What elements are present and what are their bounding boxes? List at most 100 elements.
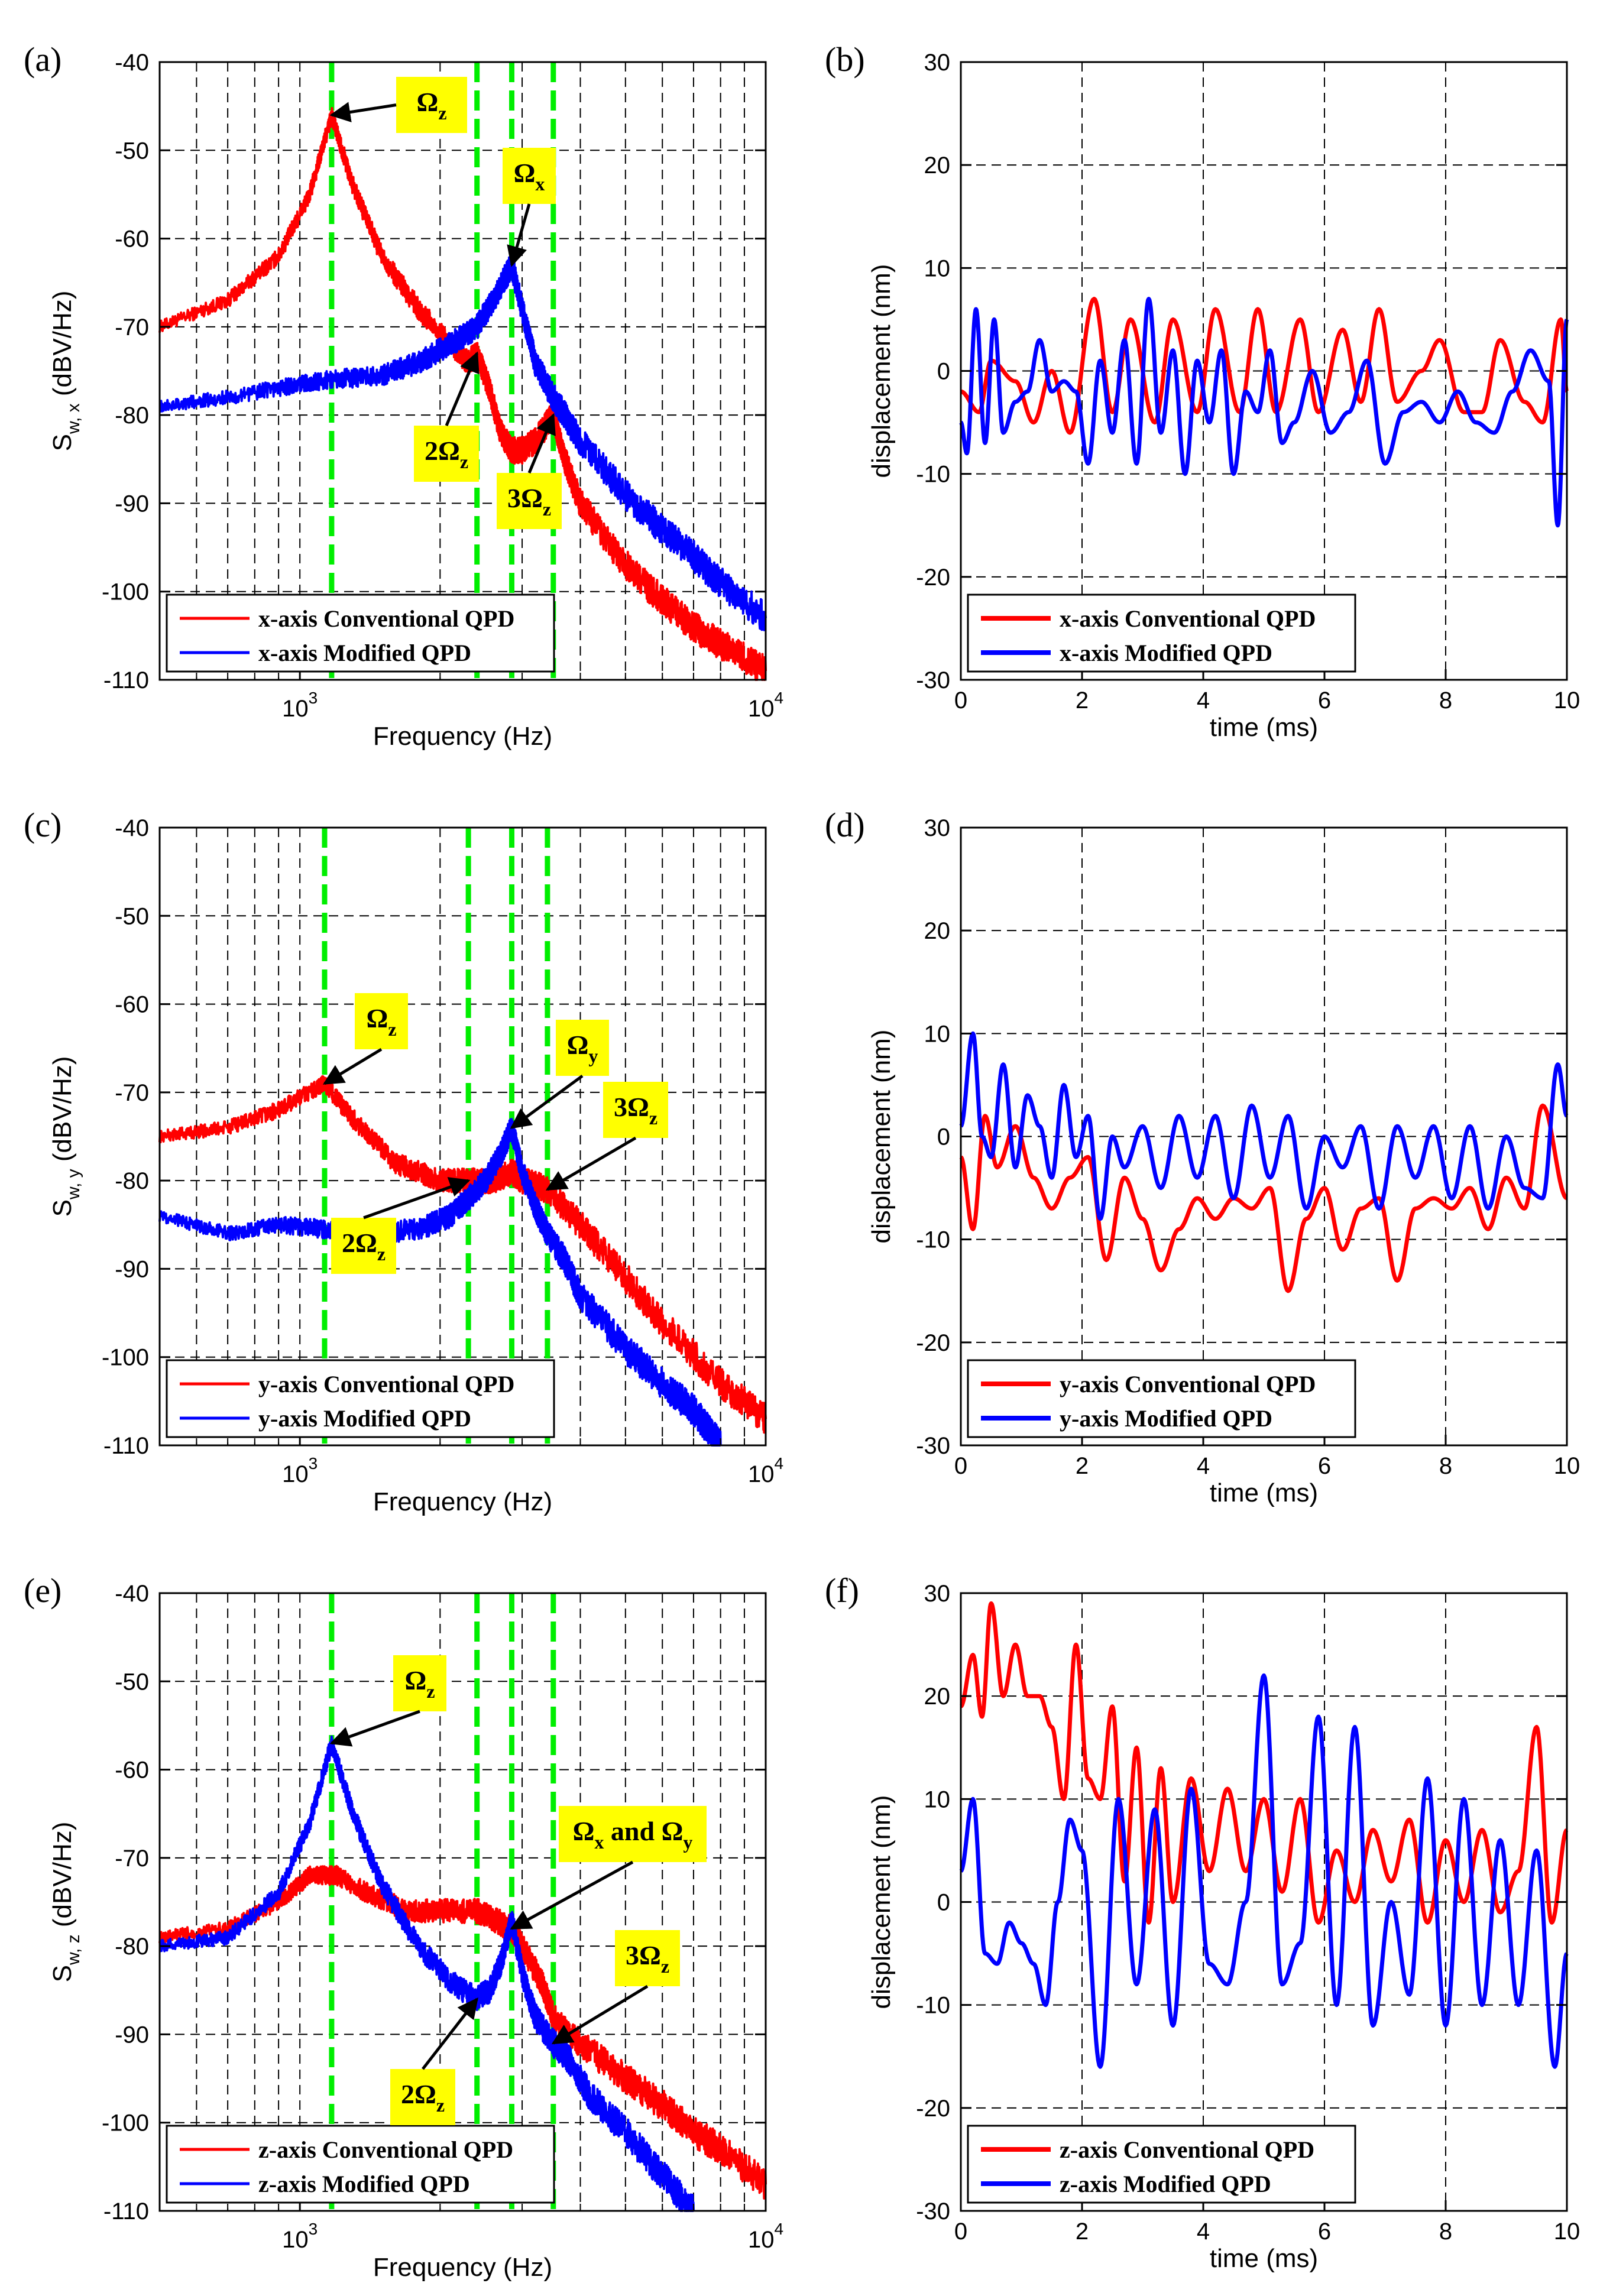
legend-box xyxy=(166,2125,555,2204)
annotation: Ωz xyxy=(322,993,408,1085)
annotation: 3Ωz xyxy=(497,413,562,529)
y-tick-label: -20 xyxy=(916,565,950,591)
y-tick-label: -30 xyxy=(916,667,950,693)
x-axis-label: Frequency (Hz) xyxy=(373,722,552,751)
annotation: Ωz xyxy=(329,77,467,133)
y-tick-label: -110 xyxy=(103,1433,149,1459)
plot-frame xyxy=(158,61,767,681)
grid xyxy=(961,828,1567,1445)
series-line-modified xyxy=(959,1673,1569,2069)
x-tick-label: 104 xyxy=(748,1454,783,1487)
x-tick-label: 0 xyxy=(954,1453,967,1479)
annotation-box xyxy=(414,426,479,482)
annotation-box xyxy=(355,993,408,1049)
legend-entry: y-axis Modified QPD xyxy=(1060,1405,1272,1432)
annotation-box xyxy=(603,1082,668,1138)
x-tick-label: 4 xyxy=(1197,1453,1210,1479)
legend-entry: y-axis Conventional QPD xyxy=(1060,1371,1316,1397)
legend-entry: x-axis Modified QPD xyxy=(258,640,471,666)
annotation-label: Ωy xyxy=(567,1030,598,1066)
annotation-arrow xyxy=(507,203,531,267)
grid xyxy=(160,62,766,680)
legend: z-axis Conventional QPD z-axis Modified Q… xyxy=(967,2125,1356,2204)
grid xyxy=(160,1593,766,2211)
annotation-label: 3Ωz xyxy=(614,1092,658,1128)
annotation-box xyxy=(331,1218,396,1274)
x-tick-label: 103 xyxy=(282,689,318,722)
plot-frame xyxy=(158,826,767,1447)
x-tick-label: 8 xyxy=(1439,687,1452,714)
annotation-arrow xyxy=(422,1997,478,2070)
legend-entry: x-axis Conventional QPD xyxy=(258,605,514,632)
y-tick-label: -90 xyxy=(115,491,149,517)
y-tick-label: -100 xyxy=(102,579,149,605)
y-tick-label: -70 xyxy=(115,314,149,340)
panel-label: (c) xyxy=(24,806,61,844)
y-axis-label: displacement (nm) xyxy=(867,264,896,478)
annotation-box xyxy=(497,473,562,529)
annotation-arrow xyxy=(445,351,480,426)
legend: y-axis Conventional QPD y-axis Modified Q… xyxy=(967,1359,1356,1438)
y-tick-label: -50 xyxy=(115,1669,149,1695)
x-tick-label: 10 xyxy=(1554,687,1580,714)
y-tick-label: -60 xyxy=(115,226,149,252)
annotation-arrow xyxy=(363,1177,471,1220)
y-tick-label: -80 xyxy=(115,1168,149,1194)
x-tick-label: 4 xyxy=(1197,687,1210,714)
y-tick-label: -50 xyxy=(115,138,149,164)
annotation: 2Ωz xyxy=(331,1177,471,1274)
y-tick-label: 10 xyxy=(924,1786,951,1812)
y-tick-label: -10 xyxy=(916,1993,950,2019)
y-tick-label: 30 xyxy=(924,1581,951,1607)
x-tick-label: 4 xyxy=(1197,2219,1210,2245)
series-line-modified xyxy=(158,1735,695,2212)
y-tick-label: -10 xyxy=(916,1227,950,1253)
annotation-label: 2Ωz xyxy=(401,2079,445,2116)
annotation-label: Ωz xyxy=(416,87,446,124)
annotation-arrow xyxy=(329,102,397,122)
legend-box xyxy=(166,1359,555,1438)
y-tick-label: 10 xyxy=(924,1021,951,1047)
plot-frame xyxy=(158,1592,767,2212)
y-axis-label: displacement (nm) xyxy=(867,1795,896,2009)
x-tick-label: 8 xyxy=(1439,2219,1452,2245)
legend-box xyxy=(967,594,1356,673)
annotation-arrow xyxy=(527,413,556,474)
series-line-conventional xyxy=(158,1864,767,2200)
series-line-conventional xyxy=(158,1075,767,1434)
annotation-arrow xyxy=(322,1048,383,1085)
y-tick-label: -20 xyxy=(916,2096,950,2122)
legend-box xyxy=(967,1359,1356,1438)
x-tick-label: 2 xyxy=(1076,687,1089,714)
x-axis-label: time (ms) xyxy=(1210,713,1318,742)
grid xyxy=(961,1593,1567,2211)
x-axis-label: time (ms) xyxy=(1210,1478,1318,1507)
annotation-box xyxy=(556,1020,609,1076)
legend-entry: x-axis Conventional QPD xyxy=(1060,605,1316,632)
x-tick-label: 104 xyxy=(748,2220,783,2253)
legend: x-axis Conventional QPD x-axis Modified Q… xyxy=(967,594,1356,673)
x-tick-label: 10 xyxy=(1554,2219,1580,2245)
x-tick-label: 0 xyxy=(954,687,967,714)
panel-label: (d) xyxy=(825,806,865,844)
x-tick-label: 103 xyxy=(282,1454,318,1487)
legend: x-axis Conventional QPD x-axis Modified Q… xyxy=(166,594,555,673)
y-tick-label: -20 xyxy=(916,1330,950,1356)
legend-entry: y-axis Modified QPD xyxy=(258,1405,471,1432)
annotation: 2Ωz xyxy=(414,351,480,482)
legend-entry: z-axis Modified QPD xyxy=(258,2171,470,2197)
y-axis-label: Sw, y (dBV/Hz) xyxy=(48,1056,83,1217)
grid xyxy=(160,828,766,1445)
annotation-box xyxy=(559,1806,707,1862)
y-tick-label: -60 xyxy=(115,1757,149,1783)
y-tick-label: 30 xyxy=(924,815,951,841)
x-axis-label: Frequency (Hz) xyxy=(373,2253,552,2282)
legend: y-axis Conventional QPD y-axis Modified Q… xyxy=(166,1359,555,1438)
legend-box xyxy=(166,594,555,673)
series-line-conventional xyxy=(959,1103,1568,1293)
y-tick-label: -90 xyxy=(115,2022,149,2048)
